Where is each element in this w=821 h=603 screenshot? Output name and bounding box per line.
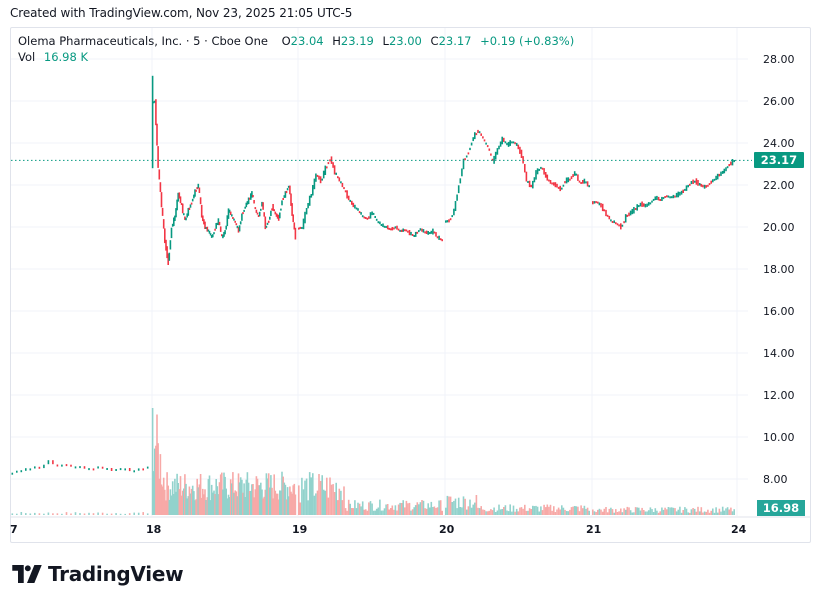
svg-text:12.00: 12.00 xyxy=(763,389,795,402)
open-label: O xyxy=(281,34,291,48)
chart-legend: Olema Pharmaceuticals, Inc. · 5 · Cboe O… xyxy=(18,33,574,65)
svg-text:14.00: 14.00 xyxy=(763,347,795,360)
high-value: 23.19 xyxy=(340,34,374,48)
svg-text:18.00: 18.00 xyxy=(763,263,795,276)
chart-frame xyxy=(10,27,811,543)
grid-lines xyxy=(11,28,810,518)
legend-ohlc-row: Olema Pharmaceuticals, Inc. · 5 · Cboe O… xyxy=(18,33,574,49)
svg-text:10.00: 10.00 xyxy=(763,431,795,444)
low-label: L xyxy=(382,34,389,48)
svg-text:28.00: 28.00 xyxy=(763,53,795,66)
tradingview-logo-text: TradingView xyxy=(48,562,184,586)
tradingview-logo-icon xyxy=(12,565,42,583)
low-value: 23.00 xyxy=(388,34,422,48)
tradingview-logo[interactable]: TradingView xyxy=(12,562,184,586)
svg-text:8.00: 8.00 xyxy=(763,473,788,486)
change-value: +0.19 (+0.83%) xyxy=(480,34,575,48)
svg-text:18: 18 xyxy=(146,523,161,536)
svg-text:20.00: 20.00 xyxy=(763,221,795,234)
price-axis[interactable]: 28.00 26.00 24.00 22.00 20.00 18.00 16.00 14.00… xyxy=(763,53,795,486)
close-label: C xyxy=(430,34,439,48)
svg-text:24: 24 xyxy=(731,523,747,536)
created-with-label: Created with TradingView.com, Nov 23, 20… xyxy=(10,6,353,20)
volume-label[interactable]: Vol xyxy=(18,50,36,64)
svg-text:26.00: 26.00 xyxy=(763,95,795,108)
volume-value: 16.98 K xyxy=(43,50,88,64)
svg-text:20: 20 xyxy=(439,523,455,536)
price-candles xyxy=(11,75,735,475)
volume-bars xyxy=(11,408,735,515)
symbol-title[interactable]: Olema Pharmaceuticals, Inc. · 5 · Cboe O… xyxy=(18,34,268,48)
svg-text:16.00: 16.00 xyxy=(763,305,795,318)
time-axis[interactable]: 7 18 19 20 21 24 xyxy=(10,523,747,536)
legend-volume-row: Vol 16.98 K xyxy=(18,49,574,65)
svg-text:7: 7 xyxy=(10,523,18,536)
high-label: H xyxy=(332,34,341,48)
close-value: 23.17 xyxy=(438,34,472,48)
svg-text:19: 19 xyxy=(292,523,307,536)
last-price-tag: 23.17 xyxy=(754,152,804,169)
svg-text:21: 21 xyxy=(586,523,601,536)
svg-text:24.00: 24.00 xyxy=(763,137,795,150)
open-value: 23.04 xyxy=(290,34,324,48)
last-volume-tag: 16.98 K xyxy=(757,500,805,531)
svg-text:22.00: 22.00 xyxy=(763,179,795,192)
